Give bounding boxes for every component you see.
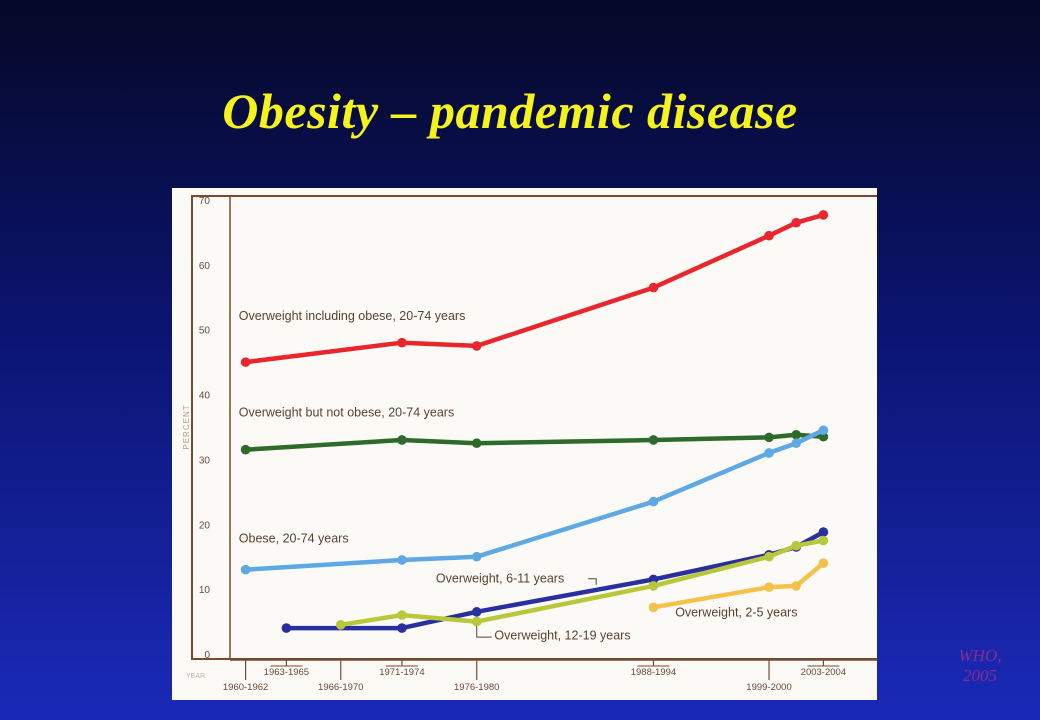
- chart-frame: [191, 195, 877, 660]
- annotations: Overweight including obese, 20-74 years O…: [239, 309, 798, 643]
- series-line-0: [243, 212, 826, 365]
- data-point: [240, 444, 251, 455]
- data-point: [471, 551, 482, 562]
- x-tick-label: 1999-2000: [746, 682, 791, 693]
- data-point: [818, 535, 829, 546]
- data-point: [764, 448, 774, 458]
- series-layer: [240, 210, 829, 633]
- data-point: [471, 438, 482, 449]
- y-tick-label: 60: [199, 261, 211, 272]
- y-tick-label: 30: [199, 455, 211, 466]
- data-point: [648, 435, 659, 445]
- series-label: Overweight, 2-5 years: [675, 605, 797, 619]
- data-point: [240, 357, 251, 367]
- data-point: [791, 540, 802, 551]
- series-line-5: [651, 560, 826, 610]
- data-point: [471, 341, 482, 351]
- data-point: [791, 438, 802, 449]
- data-point: [471, 616, 482, 627]
- y-tick-label: 40: [199, 391, 211, 402]
- series-label: Overweight, 12-19 years: [494, 629, 630, 643]
- data-point: [818, 210, 829, 220]
- y-tick-label: 20: [199, 520, 211, 531]
- x-axis-label: YEAR: [186, 673, 205, 680]
- y-tick-label: 10: [199, 585, 211, 596]
- series-line-2: [243, 427, 826, 572]
- leader-line: [476, 626, 492, 638]
- data-point: [818, 425, 829, 436]
- data-point: [648, 602, 659, 613]
- series-label: Overweight including obese, 20-74 years: [239, 309, 466, 323]
- x-tick-label: 1963-1965: [264, 667, 309, 678]
- data-point: [335, 620, 346, 630]
- data-point: [397, 623, 407, 633]
- data-point: [648, 282, 659, 293]
- data-point: [648, 581, 659, 591]
- credit-line-2: 2005: [963, 666, 997, 685]
- x-tick-label: 1976-1980: [454, 682, 499, 693]
- data-point: [818, 558, 829, 568]
- data-point: [397, 610, 407, 620]
- data-point: [818, 527, 829, 537]
- chart-panel: 0 10 20 30 40 50 60 70 PERCENT YEAR 1960-1962 1963-…: [172, 188, 877, 700]
- data-point: [791, 217, 802, 228]
- data-point: [648, 496, 659, 507]
- data-point: [397, 435, 407, 445]
- y-tick-label: 70: [199, 196, 211, 207]
- data-point: [764, 432, 774, 443]
- x-tick-label: 1988-1994: [631, 667, 676, 678]
- y-tick-label: 0: [204, 650, 210, 661]
- x-tick-label: 1971-1974: [379, 667, 424, 678]
- data-point: [471, 607, 482, 617]
- credit-line-1: WHO,: [958, 646, 1002, 665]
- x-tick-label: 2003-2004: [801, 667, 846, 678]
- x-tick-label: 1966-1970: [318, 682, 363, 693]
- series-label: Obese, 20-74 years: [239, 531, 349, 545]
- data-point: [397, 337, 407, 348]
- line-chart: 0 10 20 30 40 50 60 70 PERCENT YEAR 1960-1962 1963-…: [182, 195, 877, 693]
- data-point: [764, 551, 774, 562]
- slide-title: Obesity – pandemic disease: [222, 83, 798, 139]
- y-tick-label: 50: [199, 326, 211, 337]
- x-tick-label: 1960-1962: [223, 682, 268, 693]
- series-label: Overweight, 6-11 years: [436, 572, 564, 586]
- y-axis-label: PERCENT: [182, 404, 191, 449]
- data-point: [791, 429, 802, 440]
- data-point: [764, 582, 774, 592]
- series-line-1: [243, 432, 826, 452]
- data-point: [764, 230, 774, 241]
- series-label: Overweight but not obese, 20-74 years: [239, 406, 454, 420]
- axes: 0 10 20 30 40 50 60 70 PERCENT YEAR 1960-1962 1963-…: [182, 195, 877, 693]
- data-point: [397, 555, 407, 565]
- source-credit: WHO, 2005: [935, 646, 1025, 686]
- data-point: [281, 623, 292, 633]
- data-point: [791, 581, 802, 591]
- data-point: [240, 564, 251, 575]
- leader-line: [588, 578, 597, 585]
